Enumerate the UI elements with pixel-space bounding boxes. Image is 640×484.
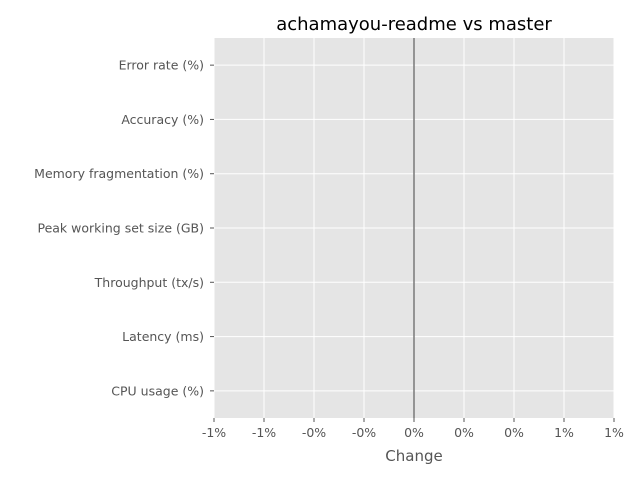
chart-title: achamayou-readme vs master (276, 14, 552, 35)
x-tick-label: -0% (302, 425, 326, 440)
y-tick-label: Memory fragmentation (%) (34, 166, 204, 181)
y-tick-label: Peak working set size (GB) (37, 221, 204, 236)
x-tick-label: 0% (504, 425, 524, 440)
y-tick-label: CPU usage (%) (111, 383, 204, 398)
x-tick-label: 1% (554, 425, 574, 440)
x-tick-label: 0% (404, 425, 424, 440)
x-axis: -1% -1% -0% -0% 0% 0% 0% 1% 1% (202, 418, 624, 440)
x-tick-label: 0% (454, 425, 474, 440)
y-axis: Error rate (%) Accuracy (%) Memory fragmen… (34, 58, 214, 398)
x-tick-label: -1% (202, 425, 226, 440)
x-axis-label: Change (385, 447, 442, 465)
y-tick-label: Throughput (tx/s) (94, 275, 204, 290)
x-tick-label: -0% (352, 425, 376, 440)
y-tick-label: Error rate (%) (119, 58, 204, 73)
x-tick-label: -1% (252, 425, 276, 440)
y-tick-label: Latency (ms) (122, 329, 204, 344)
y-tick-label: Accuracy (%) (121, 112, 204, 127)
x-tick-label: 1% (604, 425, 624, 440)
